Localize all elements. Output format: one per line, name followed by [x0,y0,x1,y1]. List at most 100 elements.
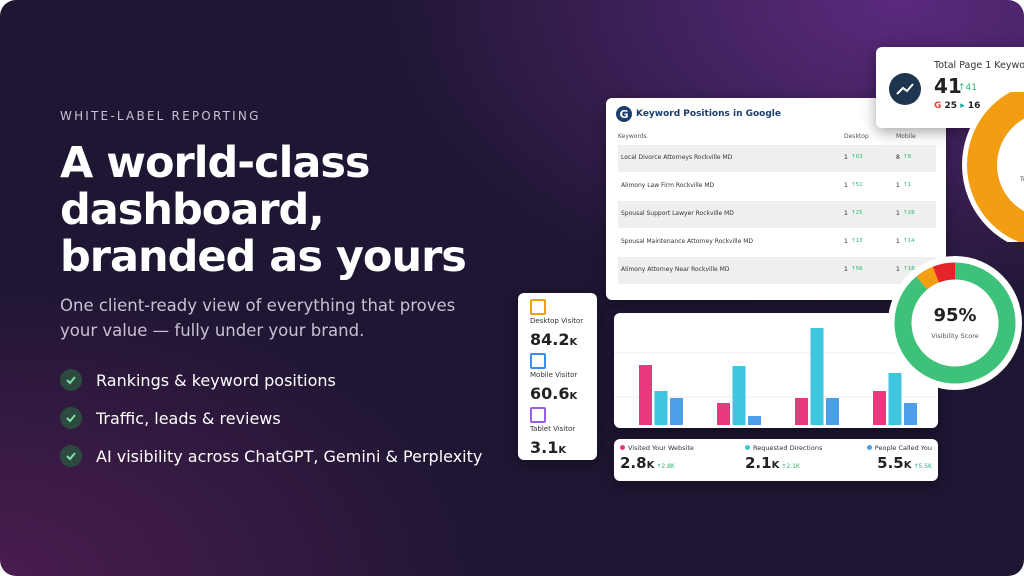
value-number: 3.1 [530,438,559,457]
stat: Requested Directions 2.1K ↑2.1K [745,444,822,472]
stat-value: 5.5K ↑5.5K [867,454,932,472]
value-unit: K [569,391,578,402]
visitor-label: Desktop Visitor [530,317,584,325]
value-number: 2.1 [745,454,772,472]
svg-text:G: G [619,108,628,121]
device-icon [530,407,546,423]
table-cell: Spousal Maintenance Attorney Rockville M… [621,238,753,245]
legend-entry: Requested Directions [745,444,822,452]
bar [826,398,839,425]
table-cell: 1 [844,266,848,273]
table-cell: ↑63 [851,154,863,160]
table-cell: Alimony Law Firm Rockville MD [621,182,715,189]
column-header: Keywords [618,133,647,140]
legend-label: Visited Your Website [628,444,694,452]
legend-dot [620,445,625,450]
table-cell: 1 [896,266,900,273]
check [66,414,76,423]
legend-label: Requested Directions [753,444,823,452]
column-header: Mobile [896,133,916,140]
bing-value: 16 [967,101,981,111]
card-title: Keyword Positions in Google [636,109,781,119]
bullet: AI visibility across ChatGPT, Gemini & P… [60,444,482,468]
table-cell: ↑25 [851,210,863,216]
bar [873,391,886,425]
table-cell: ↑18 [903,266,915,272]
stat-value: 2.1K ↑2.1K [745,454,822,472]
keyword-card: G Keyword Positions in Google Keywords D… [606,98,946,300]
table-cell: 1 [896,182,900,189]
stat: People Called You 5.5K ↑5.5K [866,444,932,472]
table-cell: Alimony Attorney Near Rockville MD [621,266,730,273]
value-change: ↑2.8K [656,463,675,470]
bar [670,398,683,425]
donut-segment [916,266,940,290]
headline-line: branded as yours [60,232,467,282]
visibility-donut: 95% Visibility Score [888,256,1022,390]
check-path [66,452,76,461]
donut-label: To [1019,176,1024,183]
table-cell: ↑51 [851,182,863,188]
value-unit: K [569,337,578,348]
visitor-value: 60.6K [530,384,577,403]
table-cell: 1 [844,210,848,217]
visitor-label: Tablet Visitor [530,425,576,433]
google-count: G 25 ▸ 16 [934,101,981,111]
legend-entry: Visited Your Website [620,444,694,452]
table-cell: ↑8 [903,154,912,160]
table-cell: ↑28 [903,210,915,216]
value-unit: K [646,460,655,471]
value-number: 5.5 [877,454,904,472]
table-row: Spousal Support Lawyer Rockville MD 1 ↑25 1… [618,201,936,228]
google-value: 25 [944,101,958,111]
bar [888,373,902,425]
table-cell: 1 [844,238,848,245]
legend-dot [866,445,872,450]
bar-chart-card [614,313,938,428]
table-row: Alimony Attorney Near Rockville MD 1 ↑56 1 ↑… [618,257,936,284]
table-cell: 1 [896,210,900,217]
value-change: ↑2.1K [781,463,800,470]
bullet-text: AI visibility across ChatGPT, Gemini & P… [96,446,483,466]
value-number: 84.2 [530,330,570,349]
card-title: Total Page 1 Keyword [934,60,1024,71]
column-header: Desktop [844,133,869,140]
legend-dot [745,445,750,450]
legend-label: People Called You [874,444,932,452]
donut-segment [894,262,1016,384]
bar [717,403,730,425]
stat: Visited Your Website 2.8K ↑2.8K [620,444,694,472]
table-row: Alimony Law Firm Rockville MD 1 ↑51 1 ↑1 [618,173,936,200]
total-change: ↑41 [958,83,977,93]
visitor-value: 3.1K [530,438,566,457]
table-row: Spousal Maintenance Attorney Rockville M… [618,229,936,256]
bullet-text: Rankings & keyword positions [96,370,336,390]
stats-card: Visited Your Website 2.8K ↑2.8K Requested D… [614,439,938,481]
value-unit: K [903,460,912,471]
bullet: Traffic, leads & reviews [60,406,281,430]
headline-line: dashboard, [60,185,325,235]
table-cell: ↑14 [903,238,915,244]
table-cell: ↑56 [851,266,863,272]
value-number: 60.6 [530,384,570,403]
table-cell: 1 [844,182,848,189]
bar [748,416,761,425]
headline: A world-class dashboard, branded as your… [60,140,467,282]
check-icon [60,407,82,429]
visitor-value: 84.2K [530,330,577,349]
donut-segment [932,262,956,283]
table-cell: 1 [844,154,848,161]
check-path [66,376,76,385]
table-cell: 8 [896,154,900,161]
check-icon [60,445,82,467]
table-cell: ↑1 [903,182,912,188]
trend-icon [889,73,921,105]
bar [732,366,746,425]
bar-chart [614,328,938,425]
bullet-text: Traffic, leads & reviews [96,408,281,428]
eyebrow: WHITE-LABEL REPORTING [60,109,261,123]
legend-entry: People Called You [866,444,932,452]
table-cell: ↑13 [851,238,863,244]
bar [654,391,668,425]
bar [795,398,808,425]
